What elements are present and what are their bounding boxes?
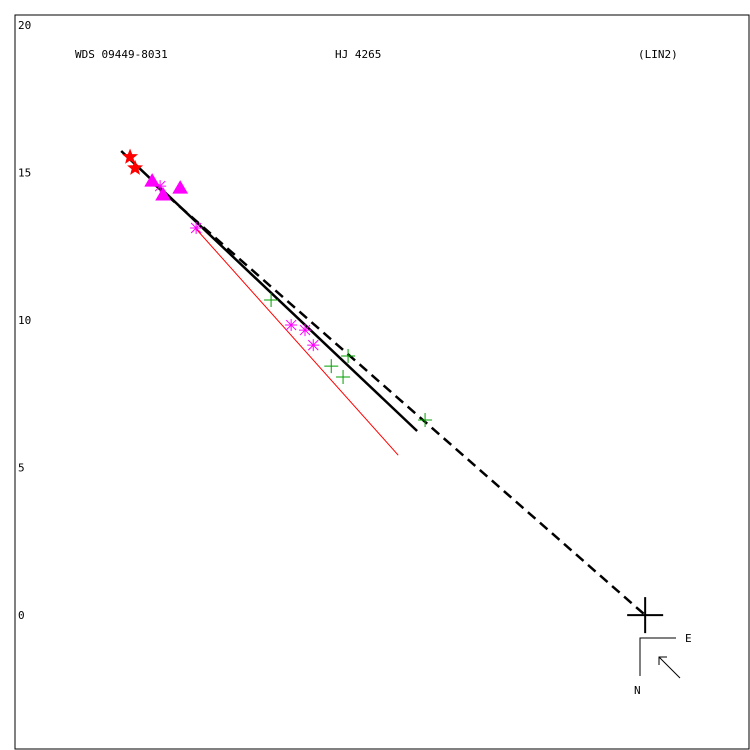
y-tick-label: 10 <box>18 314 31 327</box>
data-point <box>299 324 312 337</box>
compass-north: N <box>634 684 641 697</box>
y-tick-label: 0 <box>18 609 25 622</box>
data-point <box>144 173 161 187</box>
y-tick-label: 5 <box>18 462 25 475</box>
data-point <box>336 369 351 384</box>
reference: (LIN2) <box>638 48 678 61</box>
data-point <box>341 349 356 364</box>
plot-frame <box>14 14 750 750</box>
data-point <box>307 339 320 352</box>
data-point <box>154 180 167 193</box>
data-point <box>190 222 203 235</box>
data-point <box>285 319 298 332</box>
chart-title: HJ 4265 <box>335 48 381 61</box>
data-point <box>155 186 171 201</box>
compass-arrow-head <box>658 656 667 665</box>
data-point <box>324 359 339 374</box>
y-tick-label: 15 <box>18 167 31 180</box>
data-point <box>264 292 279 307</box>
wds-id: WDS 09449-8031 <box>75 48 168 61</box>
data-point <box>418 413 433 428</box>
y-tick-label: 20 <box>18 19 31 32</box>
data-point <box>122 148 139 164</box>
fit-line <box>194 227 399 456</box>
data-point <box>172 180 189 194</box>
compass-axes <box>639 637 676 676</box>
compass-arrow <box>658 656 681 679</box>
data-point <box>127 159 144 175</box>
fit-line <box>154 183 646 617</box>
data-point <box>627 597 664 634</box>
compass <box>639 637 681 679</box>
compass-east: E <box>685 632 692 645</box>
